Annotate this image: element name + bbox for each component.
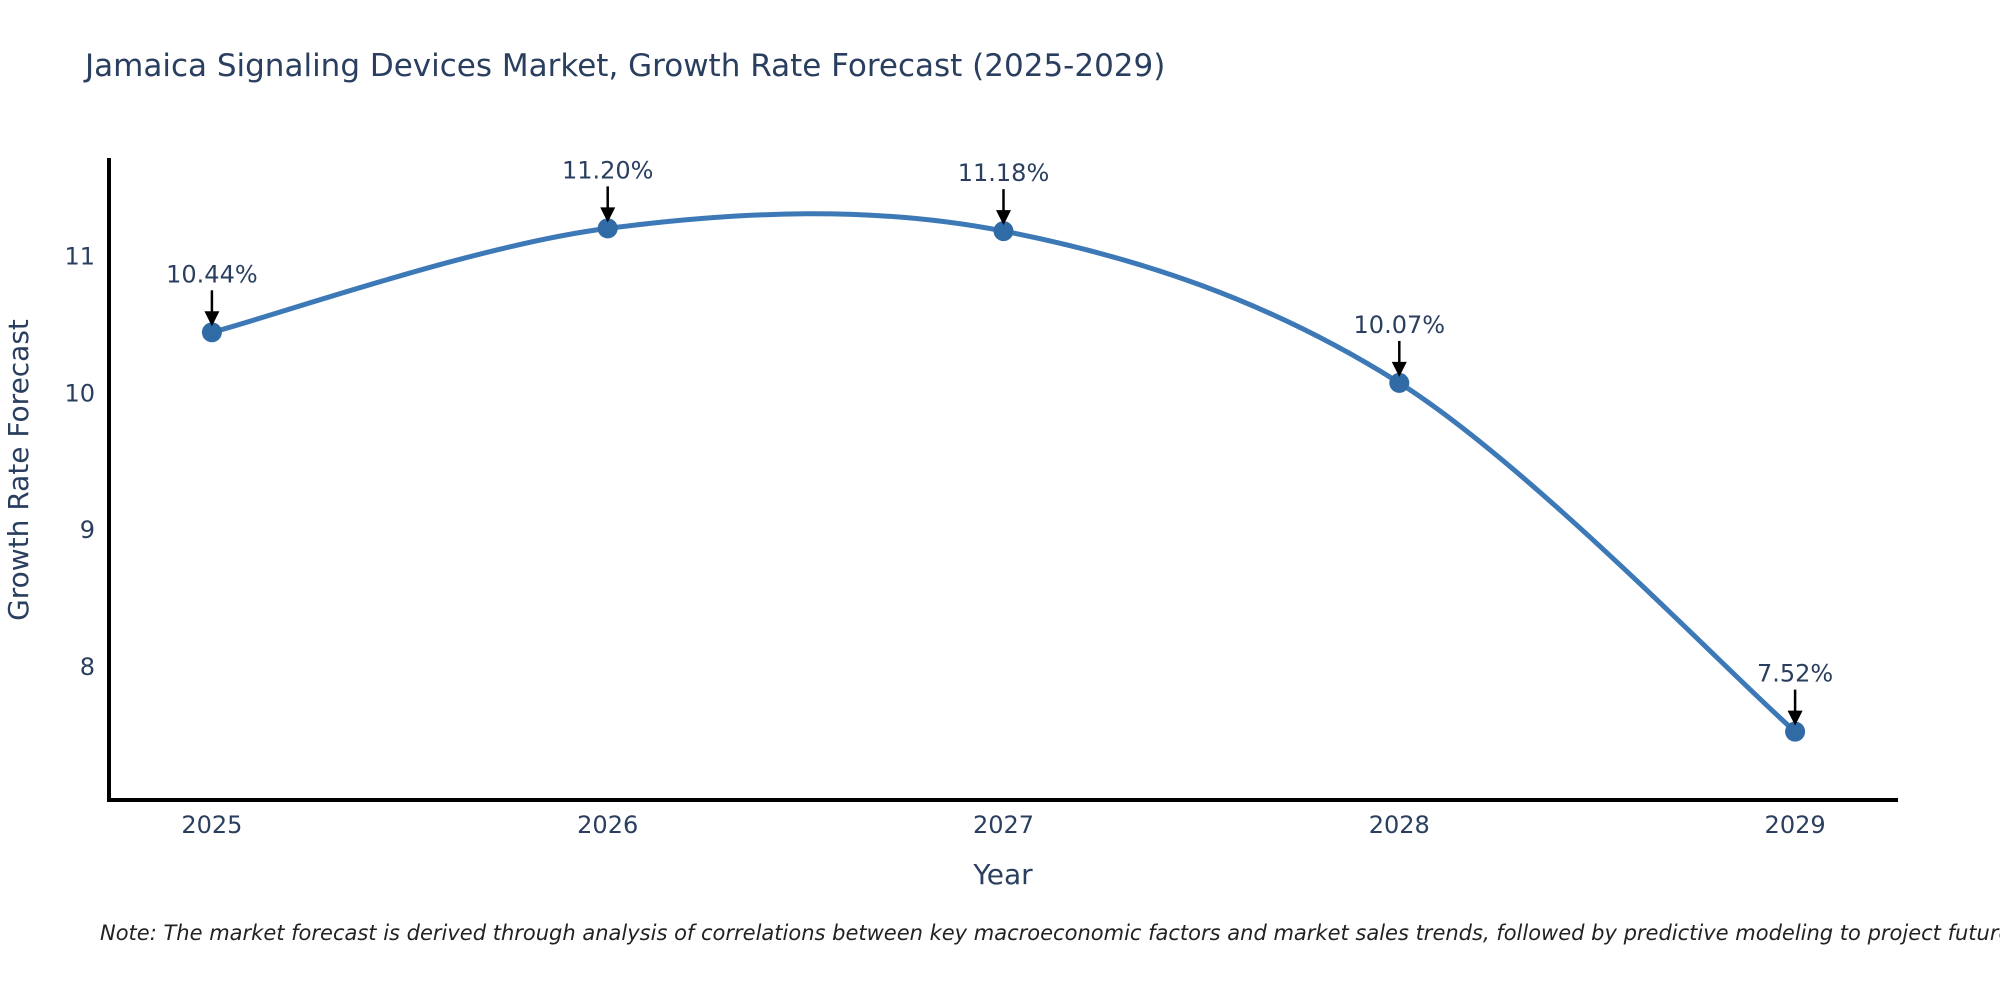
y-tick-label: 10 xyxy=(64,379,95,407)
data-point-label: 11.18% xyxy=(958,159,1050,187)
x-tick-label: 2029 xyxy=(1765,811,1826,839)
data-point-label: 10.44% xyxy=(166,260,258,288)
x-tick-label: 2025 xyxy=(181,811,242,839)
data-point-label: 10.07% xyxy=(1354,311,1446,339)
x-tick-label: 2026 xyxy=(577,811,638,839)
x-tick-label: 2028 xyxy=(1369,811,1430,839)
y-tick-label: 11 xyxy=(64,243,95,271)
chart-title: Jamaica Signaling Devices Market, Growth… xyxy=(83,48,1165,84)
data-point[interactable] xyxy=(201,322,222,343)
footnote: Note: The market forecast is derived thr… xyxy=(100,921,2000,945)
y-tick-label: 8 xyxy=(80,653,95,681)
data-point[interactable] xyxy=(993,221,1014,242)
x-tick-label: 2027 xyxy=(973,811,1034,839)
data-point[interactable] xyxy=(597,218,618,239)
annotation-arrow-head xyxy=(996,210,1011,226)
y-axis-title: Growth Rate Forecast xyxy=(2,319,35,621)
data-point[interactable] xyxy=(1785,721,1806,742)
annotation-arrow-head xyxy=(204,311,220,327)
annotation-arrow-head xyxy=(1787,710,1803,726)
data-point[interactable] xyxy=(1389,372,1410,393)
annotation-arrow-head xyxy=(1391,361,1407,377)
annotation-arrow-head xyxy=(600,207,616,223)
y-tick-label: 9 xyxy=(80,516,95,544)
data-point-label: 11.20% xyxy=(562,156,654,184)
forecast-line xyxy=(209,211,1798,735)
data-point-label: 7.52% xyxy=(1757,660,1833,688)
x-axis-title: Year xyxy=(972,858,1033,891)
